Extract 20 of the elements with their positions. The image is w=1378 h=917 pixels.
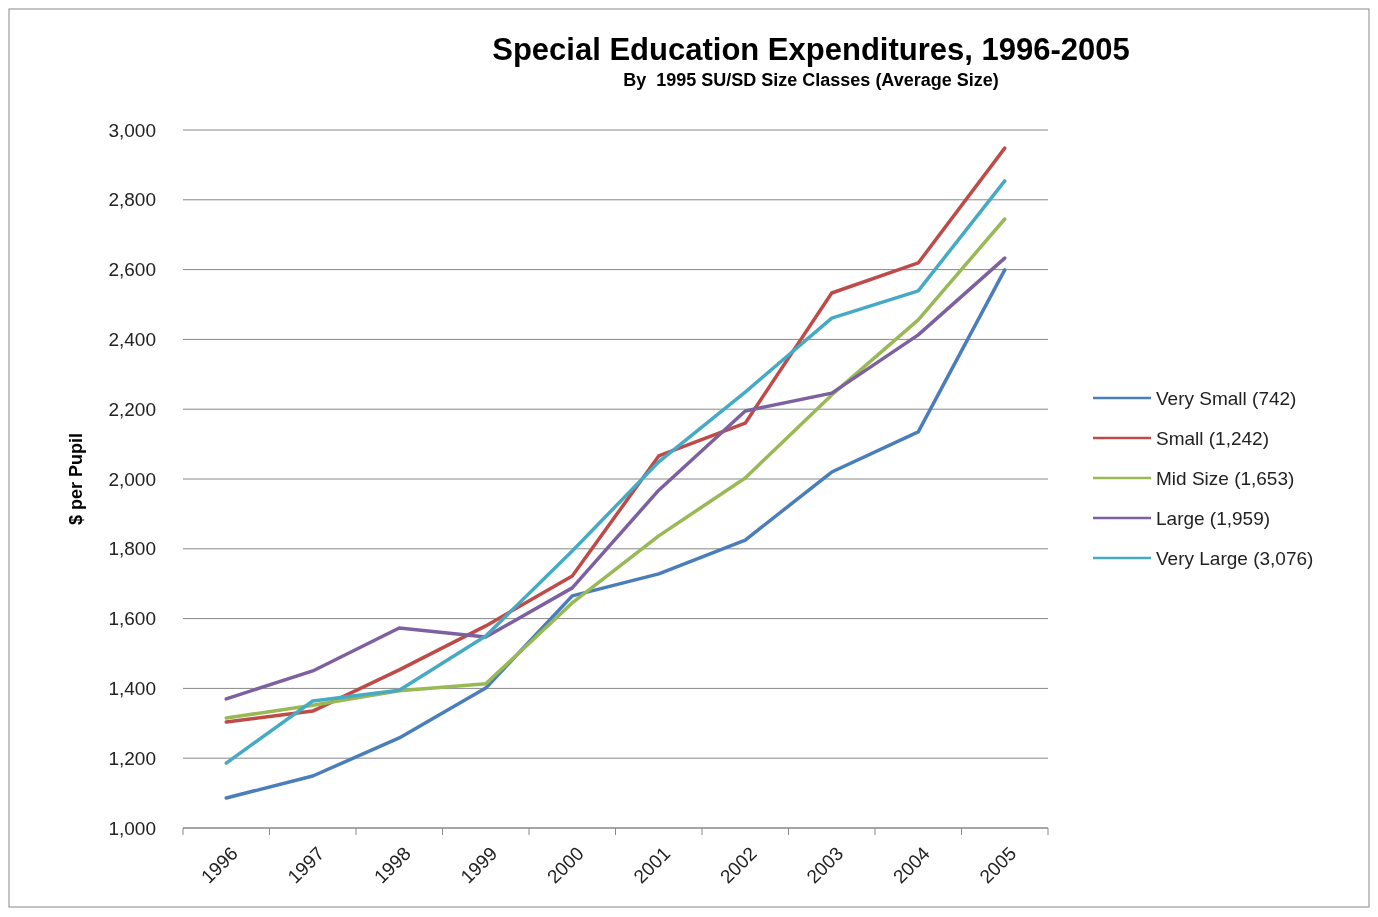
legend-label: Mid Size (1,653) bbox=[1156, 467, 1295, 489]
y-tick-label: 1,000 bbox=[108, 817, 156, 839]
y-tick-label: 2,600 bbox=[108, 259, 156, 281]
legend-label: Small (1,242) bbox=[1156, 427, 1269, 449]
legend-label: Very Small (742) bbox=[1156, 387, 1297, 409]
chart-subtitle: By 1995 SU/SD Size Classes (Average Size) bbox=[623, 70, 999, 90]
y-tick-label: 1,800 bbox=[108, 538, 156, 560]
y-tick-label: 1,600 bbox=[108, 608, 156, 630]
y-tick-label: 2,800 bbox=[108, 189, 156, 211]
y-axis-title: $ per Pupil bbox=[66, 432, 86, 526]
line-series bbox=[224, 268, 1007, 800]
y-tick-label: 1,400 bbox=[108, 678, 156, 700]
y-tick-label: 2,200 bbox=[108, 398, 156, 420]
y-tick-label: 1,200 bbox=[108, 747, 156, 769]
chart-title: Special Education Expenditures, 1996-2005 bbox=[492, 32, 1130, 67]
legend-label: Very Large (3,076) bbox=[1156, 547, 1314, 569]
y-tick-label: 2,000 bbox=[108, 468, 156, 490]
legend-label: Large (1,959) bbox=[1156, 507, 1271, 529]
y-tick-label: 3,000 bbox=[108, 119, 156, 141]
y-tick-label: 2,400 bbox=[108, 329, 156, 351]
